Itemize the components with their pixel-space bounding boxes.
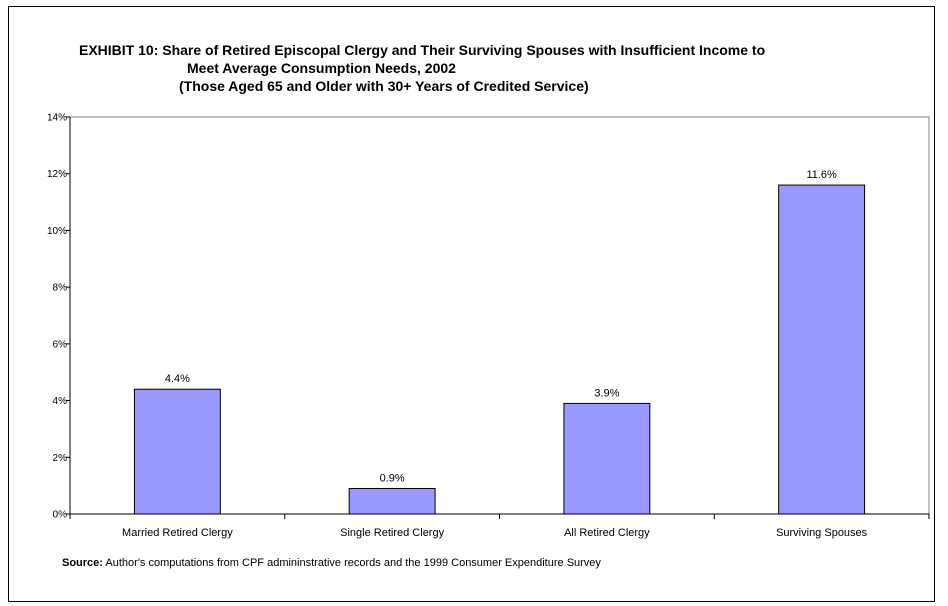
bar	[133, 388, 221, 515]
y-tick-label: 0%	[53, 510, 68, 521]
y-tick-label: 2%	[53, 453, 68, 464]
x-tick-label: Single Retired Clergy	[340, 527, 444, 539]
x-tick-label: All Retired Clergy	[564, 527, 650, 539]
data-label: 0.9%	[380, 472, 405, 484]
chart-title: EXHIBIT 10: Share of Retired Episcopal C…	[79, 41, 919, 95]
bar	[563, 402, 651, 515]
y-tick-label: 6%	[53, 339, 68, 350]
x-tick-label: Married Retired Clergy	[122, 527, 233, 539]
y-tick-label: 10%	[47, 226, 67, 237]
data-label: 4.4%	[165, 373, 190, 385]
title-line-1: EXHIBIT 10: Share of Retired Episcopal C…	[79, 42, 766, 58]
data-label: 3.9%	[594, 387, 619, 399]
y-tick-label: 4%	[53, 396, 68, 407]
y-tick-label: 14%	[47, 113, 67, 124]
source-note: Source: Author's computations from CPF a…	[62, 557, 601, 569]
y-tick-label: 12%	[47, 169, 67, 180]
title-line-3: (Those Aged 65 and Older with 30+ Years …	[179, 78, 589, 94]
x-tick-label: Surviving Spouses	[776, 527, 868, 539]
bar	[348, 487, 436, 515]
source-label: Source:	[62, 557, 103, 569]
source-text: Author's computations from CPF admininst…	[102, 557, 601, 569]
title-line-2: Meet Average Consumption Needs, 2002	[187, 60, 456, 76]
bar	[778, 184, 866, 515]
y-tick-label: 8%	[53, 283, 68, 294]
data-label: 11.6%	[806, 169, 837, 181]
